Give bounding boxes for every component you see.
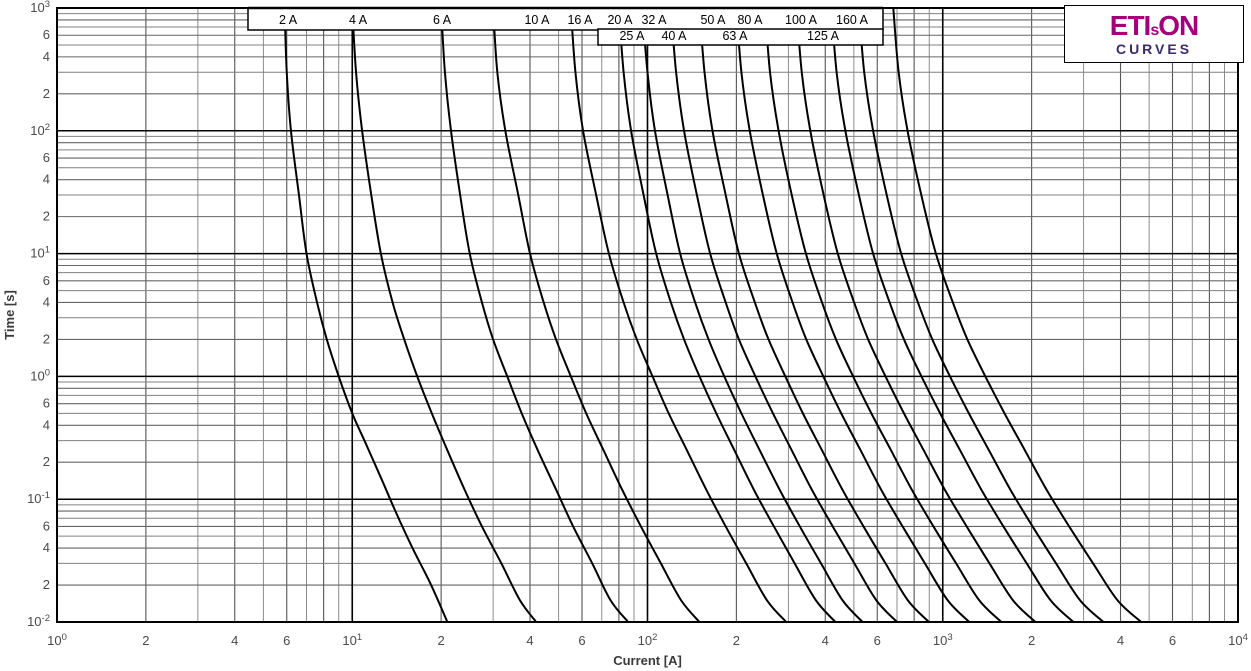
axis-tick-label: 4	[1117, 633, 1124, 648]
grid-major	[56, 7, 1239, 623]
curve-50a	[735, 8, 971, 622]
axis-tick-label: 4	[822, 633, 829, 648]
axis-tick-label: 2	[438, 633, 445, 648]
axis-tick-label: 102	[30, 122, 50, 138]
axis-tick-label: 6	[43, 518, 50, 533]
curve-80a	[795, 8, 1037, 622]
axis-tick-label: 2	[43, 331, 50, 346]
logo-brand-sub: s	[1150, 22, 1159, 39]
curves-group	[283, 8, 1143, 622]
axis-tick-label: 2	[43, 454, 50, 469]
fuse-label-40a: 40 A	[661, 29, 687, 43]
axis-tick-label: 6	[283, 633, 290, 648]
curve-10a	[492, 8, 701, 622]
curve-6a	[440, 8, 630, 622]
axis-tick-label: 4	[231, 633, 238, 648]
label-box-row2	[597, 28, 884, 46]
fuse-label-80a: 80 A	[737, 13, 763, 27]
axis-tick-label: 103	[30, 0, 50, 15]
axis-tick-label: 6	[1169, 633, 1176, 648]
axis-tick-label: 4	[43, 417, 50, 432]
curve-32a	[669, 8, 899, 622]
fuse-label-25a: 25 A	[619, 29, 645, 43]
axis-tick-label: 101	[30, 245, 50, 261]
eti-logo: ETIsON CURVES	[1064, 5, 1244, 63]
axis-tick-label: 6	[578, 633, 585, 648]
axis-tick-label: 6	[43, 150, 50, 165]
axis-tick-label: 104	[1228, 632, 1248, 648]
fuse-label-4a: 4 A	[349, 13, 368, 27]
curve-40a	[698, 8, 930, 622]
axis-tick-label: 102	[638, 632, 658, 648]
x-axis-title: Current [A]	[613, 653, 682, 668]
axis-tick-label: 100	[47, 632, 67, 648]
fuse-label-63a: 63 A	[722, 29, 748, 43]
fuse-label-2a: 2 A	[279, 13, 298, 27]
fuse-label-160a: 160 A	[836, 13, 869, 27]
curve-16a	[569, 8, 788, 622]
logo-brand-part1: ETI	[1109, 10, 1152, 41]
axis-tick-label: 4	[43, 294, 50, 309]
curve-25a	[641, 8, 864, 622]
axis-tick-label: 2	[1028, 633, 1035, 648]
fuse-label-10a: 10 A	[524, 13, 550, 27]
logo-brand-text: ETIsON	[1109, 10, 1199, 41]
fuse-label-16a: 16 A	[567, 13, 593, 27]
axis-tick-label: 2	[43, 577, 50, 592]
axis-tick-label: 103	[933, 632, 953, 648]
labels-group: 2 A 4 A 6 A 10 A 16 A 20 A 25 A 32 A 40 A 50 A 63 …	[279, 13, 869, 43]
curve-2a	[283, 8, 449, 622]
axis-tick-label: 10-2	[27, 613, 50, 629]
axis-tick-label: 4	[43, 172, 50, 187]
axis-tick-label: 2	[43, 86, 50, 101]
axis-tick-label: 2	[142, 633, 149, 648]
axis-tick-label: 4	[526, 633, 533, 648]
logo-brand-part2: ON	[1158, 10, 1199, 41]
label-box	[247, 6, 884, 46]
axis-tick-label: 4	[43, 49, 50, 64]
axis-tick-label: 6	[874, 633, 881, 648]
y-axis-title: Time [s]	[2, 290, 17, 340]
curve-4a	[351, 8, 538, 622]
fuse-label-50a: 50 A	[700, 13, 726, 27]
fuse-label-32a: 32 A	[641, 13, 667, 27]
fuse-label-20a: 20 A	[607, 13, 633, 27]
fuse-label-125a: 125 A	[807, 29, 840, 43]
fuse-label-100a: 100 A	[785, 13, 818, 27]
curve-100a	[830, 8, 1075, 622]
axis-tick-label: 6	[43, 273, 50, 288]
axis-tick-label: 2	[43, 209, 50, 224]
axis-tick-label: 101	[342, 632, 362, 648]
curve-63a	[763, 8, 1003, 622]
axis-tick-label: 6	[43, 27, 50, 42]
curve-160a	[892, 8, 1143, 622]
axis-tick-label: 100	[30, 367, 50, 383]
axis-tick-label: 2	[733, 633, 740, 648]
axis-tick-label: 10-1	[27, 490, 50, 506]
fuse-label-6a: 6 A	[433, 13, 452, 27]
axis-tick-label: 4	[43, 540, 50, 555]
logo-subtitle: CURVES	[1115, 41, 1193, 57]
curve-20a	[617, 8, 837, 622]
curve-125a	[857, 8, 1105, 622]
axis-tick-label: 6	[43, 396, 50, 411]
